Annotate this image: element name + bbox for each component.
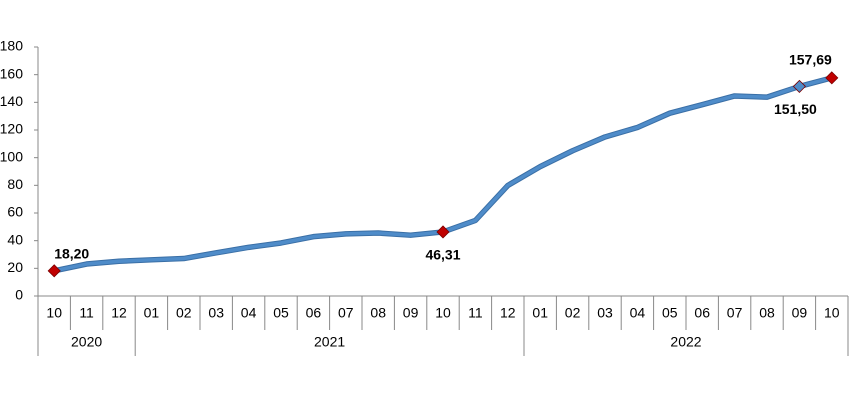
x-tick-label: 11	[468, 305, 483, 321]
y-tick-label: 40	[7, 231, 23, 247]
x-tick-label: 06	[306, 305, 322, 321]
x-tick-label: 09	[403, 305, 419, 321]
x-tick-label: 05	[662, 305, 678, 321]
x-tick-label: 11	[79, 305, 94, 321]
x-tick-label: 03	[208, 305, 224, 321]
y-tick-label: 80	[7, 176, 23, 192]
x-tick-label: 07	[727, 305, 743, 321]
y-tick-label: 100	[0, 148, 23, 164]
x-tick-label: 08	[370, 305, 386, 321]
year-label: 2020	[71, 334, 102, 350]
x-tick-label: 12	[111, 305, 127, 321]
y-tick-label: 60	[7, 204, 23, 220]
point-marker	[825, 71, 839, 85]
data-label: 18,20	[54, 246, 89, 262]
y-tick-label: 120	[0, 121, 23, 137]
y-tick-label: 160	[0, 65, 23, 81]
x-tick-label: 02	[565, 305, 581, 321]
data-label: 46,31	[425, 247, 460, 263]
x-tick-label: 06	[694, 305, 710, 321]
point-marker	[436, 225, 450, 239]
x-tick-label: 05	[273, 305, 289, 321]
y-tick-label: 140	[0, 93, 23, 109]
x-tick-label: 01	[532, 305, 548, 321]
year-label: 2022	[670, 334, 701, 350]
x-tick-label: 07	[338, 305, 354, 321]
y-tick-label: 0	[15, 287, 23, 303]
x-tick-label: 03	[597, 305, 613, 321]
x-tick-label: 04	[241, 305, 257, 321]
point-marker	[47, 264, 61, 278]
x-tick-label: 10	[46, 305, 62, 321]
series-line	[53, 75, 833, 274]
data-label: 151,50	[774, 101, 817, 117]
x-tick-label: 12	[500, 305, 516, 321]
year-label: 2021	[314, 334, 345, 350]
point-marker	[792, 79, 806, 93]
series-line	[53, 76, 833, 273]
data-label: 157,69	[789, 52, 832, 68]
y-tick-label: 180	[0, 38, 23, 54]
x-tick-label: 08	[759, 305, 775, 321]
x-tick-label: 10	[435, 305, 451, 321]
x-tick-label: 09	[792, 305, 808, 321]
x-tick-label: 02	[176, 305, 192, 321]
x-tick-label: 10	[824, 305, 840, 321]
x-tick-label: 01	[144, 305, 160, 321]
x-tick-label: 04	[630, 305, 646, 321]
y-tick-label: 20	[7, 259, 23, 275]
